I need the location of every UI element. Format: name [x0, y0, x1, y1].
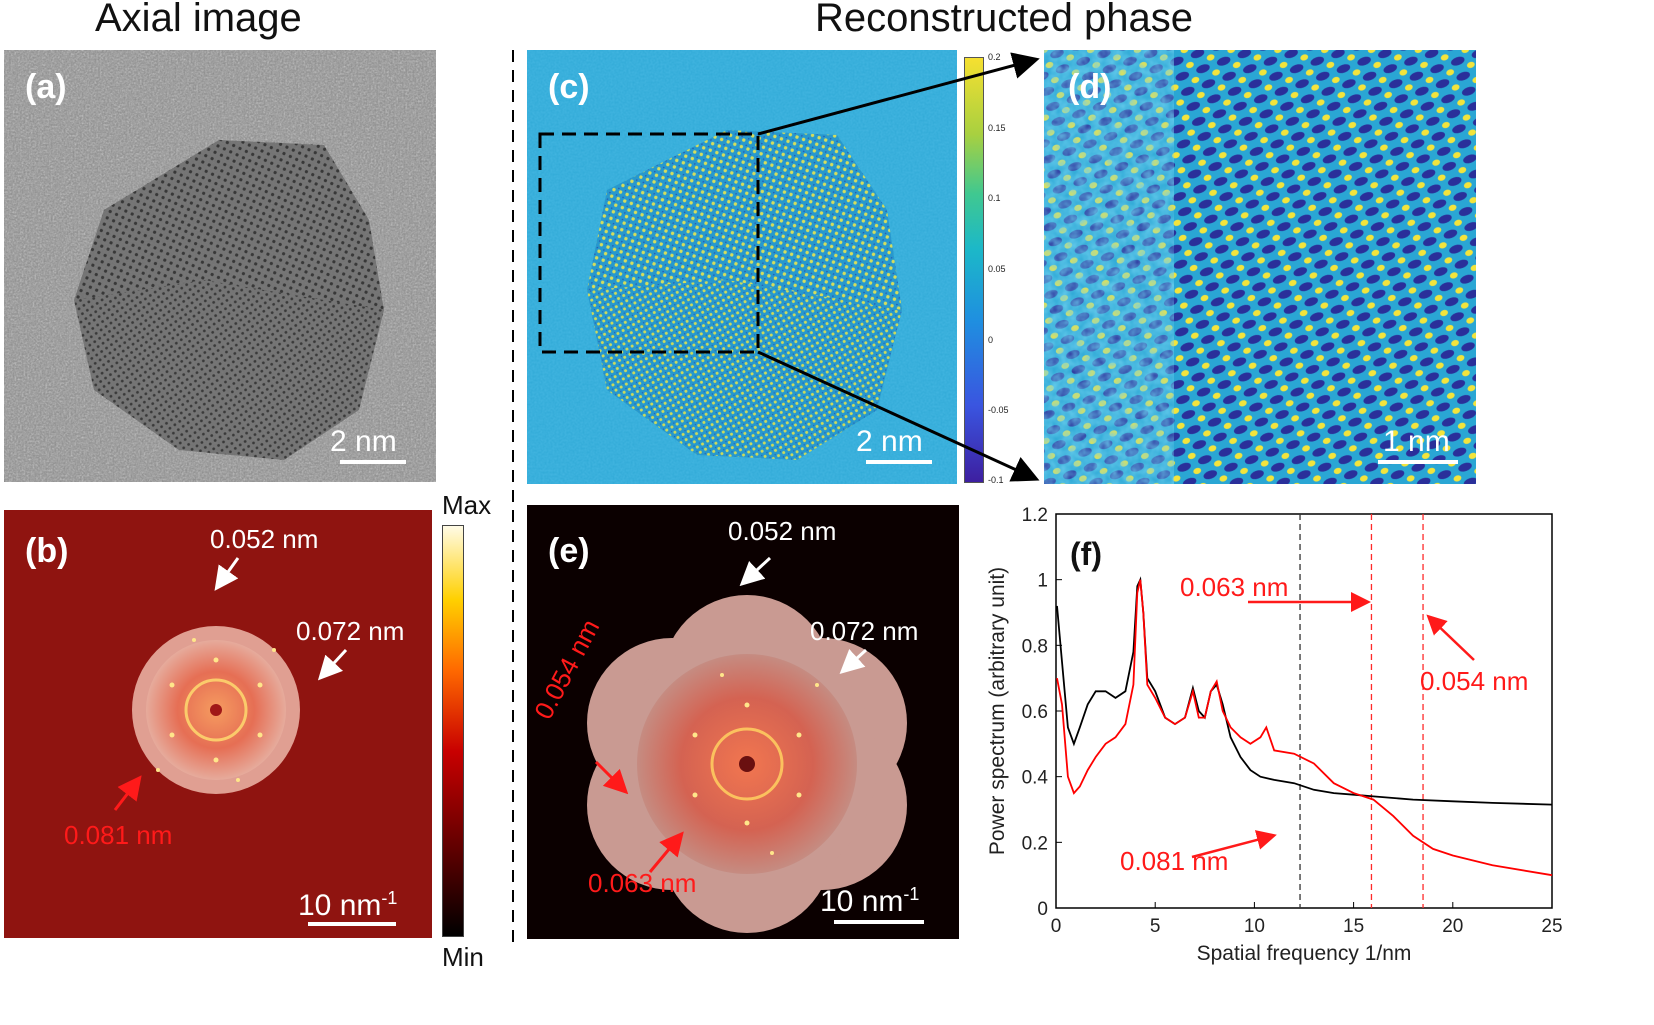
label-b-0052: 0.052 nm [210, 524, 319, 554]
annotation-arrow-0054 [1426, 614, 1475, 661]
scalebar-a-text: 2 nm [330, 425, 397, 458]
colorbar-tick-2: 0.1 [988, 193, 1001, 203]
x-tick-label: 10 [1244, 916, 1265, 937]
series-line-reconstructed [1056, 579, 1553, 877]
y-tick-label: 1 [1037, 571, 1048, 592]
x-tick-label: 15 [1343, 916, 1364, 937]
x-tick-label: 25 [1541, 916, 1562, 937]
scalebar-e-bar [834, 920, 924, 924]
label-e-0072: 0.072 nm [810, 616, 919, 646]
colorbar-fft [442, 525, 464, 937]
zoom-arrows [757, 52, 1040, 482]
scalebar-b-text: 10 nm-1 [298, 888, 397, 923]
zoomed-phase-picture [1044, 50, 1476, 484]
arrow-e-0072 [839, 648, 868, 675]
panel-d-label: (d) [1068, 68, 1112, 106]
colorbar-tick-3: 0.05 [988, 264, 1006, 274]
colorbar-tick-1: 0.15 [988, 123, 1006, 133]
zoom-arrow-top [757, 52, 1040, 136]
scalebar-e-exponent: -1 [903, 884, 920, 904]
arrow-b-0072 [317, 648, 348, 681]
fft-phase-picture [587, 595, 907, 933]
arrow-b-0052 [214, 557, 240, 591]
x-axis-label: Spatial frequency 1/nm [1197, 942, 1412, 965]
arrow-b-0081 [113, 775, 142, 811]
scalebar-e-text: 10 nm-1 [820, 884, 919, 919]
panel-f-power-spectrum-chart: 0 5 10 15 20 25 0 0.2 0.4 0.6 0.8 1 1.2 Spatial frequ… [986, 505, 1563, 965]
panel-c-label: (c) [548, 68, 590, 106]
panel-b-fft-axial [4, 510, 432, 938]
panel-e-arrows [594, 556, 868, 873]
scalebar-a-bar [340, 460, 406, 464]
flower-shaped-support [587, 595, 907, 933]
colorbar-fft-max: Max [442, 490, 492, 520]
arrow-e-0063 [648, 831, 684, 873]
y-tick-label: 1.2 [1022, 505, 1048, 526]
title-reconstructed-phase: Reconstructed phase [815, 0, 1194, 40]
panel-a-axial-image [4, 50, 436, 482]
y-tick-label: 0.6 [1022, 702, 1048, 723]
panel-d-zoomed-phase [1044, 50, 1476, 484]
scalebar-b-value: 10 nm [298, 889, 382, 922]
series-line-axial [1056, 576, 1553, 806]
label-b-0081: 0.081 nm [64, 820, 173, 850]
y-tick-label: 0.4 [1022, 768, 1049, 789]
scalebar-e-value: 10 nm [820, 885, 904, 918]
x-tick-label: 5 [1150, 916, 1161, 937]
arrow-e-0054 [594, 760, 629, 795]
panel-f-label: (f) [1070, 536, 1102, 572]
panel-b-label: (b) [25, 532, 69, 570]
colorbar-tick-6: -0.1 [988, 475, 1004, 485]
arrow-e-0052 [739, 556, 772, 587]
scalebar-d-bar [1378, 460, 1458, 464]
scalebar-d-text: 1 nm [1383, 425, 1450, 458]
zoom-arrow-bottom [757, 350, 1040, 482]
axial-image-picture [4, 50, 436, 482]
label-e-0052: 0.052 nm [728, 516, 837, 546]
x-tick-label: 0 [1051, 916, 1062, 937]
annotation-arrow-0081 [1191, 830, 1277, 859]
y-axis-label: Power spectrum (arbitrary unit) [986, 567, 1009, 855]
scalebar-c-text: 2 nm [856, 425, 923, 458]
label-b-0072: 0.072 nm [296, 616, 405, 646]
label-e-0063: 0.063 nm [588, 868, 697, 898]
scalebar-c-bar [866, 460, 932, 464]
y-tick-label: 0.2 [1022, 833, 1048, 854]
y-tick-label: 0.8 [1022, 636, 1048, 657]
colorbar-tick-4: 0 [988, 335, 994, 345]
panel-e-label: (e) [548, 532, 590, 570]
chart-f-root: 0 5 10 15 20 25 0 0.2 0.4 0.6 0.8 1 1.2 Spatial frequ… [986, 505, 1563, 965]
title-axial-image: Axial image [95, 0, 302, 40]
annotation-0054: 0.054 nm [1420, 666, 1528, 696]
x-tick-label: 20 [1442, 916, 1463, 937]
colorbar-phase [964, 57, 984, 483]
colorbar-tick-0: 0.2 [988, 52, 1001, 62]
divider-line [512, 50, 514, 945]
fft-axial-picture [132, 626, 300, 794]
panel-b-arrows [113, 557, 348, 811]
colorbar-fft-min: Min [442, 942, 484, 972]
colorbar-tick-5: -0.05 [988, 405, 1009, 415]
scalebar-b-exponent: -1 [381, 888, 398, 908]
y-tick-label: 0 [1037, 899, 1048, 920]
annotation-0063: 0.063 nm [1180, 572, 1288, 602]
scalebar-b-bar [308, 922, 396, 926]
panel-a-label: (a) [25, 68, 67, 106]
